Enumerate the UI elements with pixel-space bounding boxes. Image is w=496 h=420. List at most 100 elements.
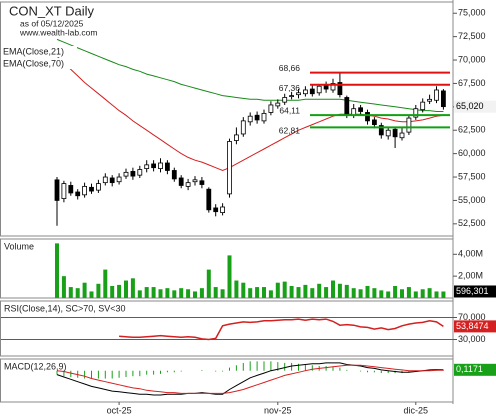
candle-body <box>365 112 370 122</box>
candle-body <box>371 119 377 126</box>
x-tick-label: dic-25 <box>404 405 429 415</box>
y-tick-label: 55,000 <box>458 195 486 205</box>
candle-body <box>385 129 391 137</box>
volume-bar <box>406 287 411 298</box>
volume-bar <box>193 291 197 298</box>
volume-bar <box>241 282 246 298</box>
candle-body <box>192 179 198 183</box>
y-tick-label: 70,000 <box>458 312 486 322</box>
candle-body <box>427 98 433 102</box>
volume-bar <box>386 291 391 298</box>
volume-bar <box>351 288 356 298</box>
volume-bar <box>262 287 266 298</box>
volume-bar <box>82 282 87 298</box>
chart-title: CON_XT Daily <box>9 3 95 18</box>
candle-body <box>323 84 329 90</box>
y-tick-label: 60,000 <box>458 148 486 158</box>
volume-bar <box>151 287 156 298</box>
panel-title: Volume <box>4 241 34 251</box>
candle-body <box>330 83 336 91</box>
volume-bar <box>186 289 191 298</box>
y-tick-label: 70,000 <box>458 54 486 64</box>
y-tick-label: 57,500 <box>458 171 486 181</box>
volume-bar <box>61 276 66 298</box>
ema-line <box>56 55 444 172</box>
candle-body <box>96 183 101 191</box>
volume-bar <box>248 288 253 298</box>
legend-label: EMA(Close,21) <box>3 46 64 56</box>
volume-bar <box>199 288 204 298</box>
volume-bar <box>393 285 398 298</box>
volume-bar <box>172 290 177 298</box>
volume-bar <box>400 289 404 298</box>
volume-bar <box>434 291 439 298</box>
legend-box <box>1 46 77 57</box>
volume-bar <box>268 290 273 298</box>
candle-body <box>392 128 398 138</box>
candle-body <box>399 132 405 139</box>
volume-bar <box>289 285 294 298</box>
candle-body <box>82 185 87 196</box>
candle-body <box>54 179 60 201</box>
candle-body <box>344 97 350 115</box>
candle-body <box>282 97 288 103</box>
candle-body <box>89 186 94 192</box>
volume-bar <box>379 290 384 298</box>
volume-bar <box>137 290 142 298</box>
candle-body <box>440 90 446 108</box>
candle-body <box>109 177 115 184</box>
volume-bar <box>234 280 239 298</box>
volume-bar <box>303 284 308 298</box>
candle-body <box>378 125 384 136</box>
last-value-box <box>454 100 496 113</box>
y-tick-label: 72,500 <box>458 31 486 41</box>
volume-bar <box>75 288 80 298</box>
candle-body <box>227 141 232 195</box>
candle-body <box>406 117 412 133</box>
candle-body <box>206 188 212 211</box>
volume-bar <box>206 269 211 298</box>
candle-body <box>420 101 426 111</box>
last-value-label: 596,301 <box>456 286 489 296</box>
candle-body <box>75 191 81 197</box>
volume-bar <box>324 287 329 298</box>
volume-bar <box>103 269 108 298</box>
level-label: 62,81 <box>279 126 301 136</box>
volume-bar <box>358 289 363 298</box>
candle-body <box>296 92 301 96</box>
volume-bar <box>220 289 225 298</box>
volume-bar <box>110 285 115 298</box>
legend-label: EMA(Close,70) <box>3 58 64 68</box>
candle-body <box>247 115 253 123</box>
volume-bar <box>441 291 446 298</box>
level-label: 67,36 <box>279 83 301 93</box>
volume-bar <box>227 255 232 298</box>
volume-bar <box>55 243 59 298</box>
y-tick-label: 52,500 <box>458 218 486 228</box>
volume-bar <box>96 283 101 298</box>
candle-body <box>137 169 143 176</box>
volume-bar <box>158 289 163 298</box>
last-value-box <box>454 285 496 298</box>
volume-bar <box>89 291 94 298</box>
candle-body <box>130 171 136 177</box>
volume-bar <box>165 288 170 298</box>
candle-body <box>337 82 343 96</box>
volume-bar <box>372 288 377 298</box>
volume-bar <box>337 283 342 298</box>
candle-body <box>254 114 260 121</box>
candle-body <box>316 85 322 94</box>
last-value-label: 0,1171 <box>456 364 483 374</box>
ema-line <box>56 38 444 112</box>
volume-bar <box>344 284 349 298</box>
candle-body <box>268 104 274 113</box>
y-tick-label: 75,000 <box>458 8 486 18</box>
candle-body <box>61 183 67 199</box>
volume-bar <box>365 285 370 298</box>
volume-bar <box>213 287 218 298</box>
candle-body <box>261 112 267 122</box>
volume-bar <box>420 289 425 298</box>
volume-bar <box>130 278 135 298</box>
candle-body <box>275 102 281 107</box>
